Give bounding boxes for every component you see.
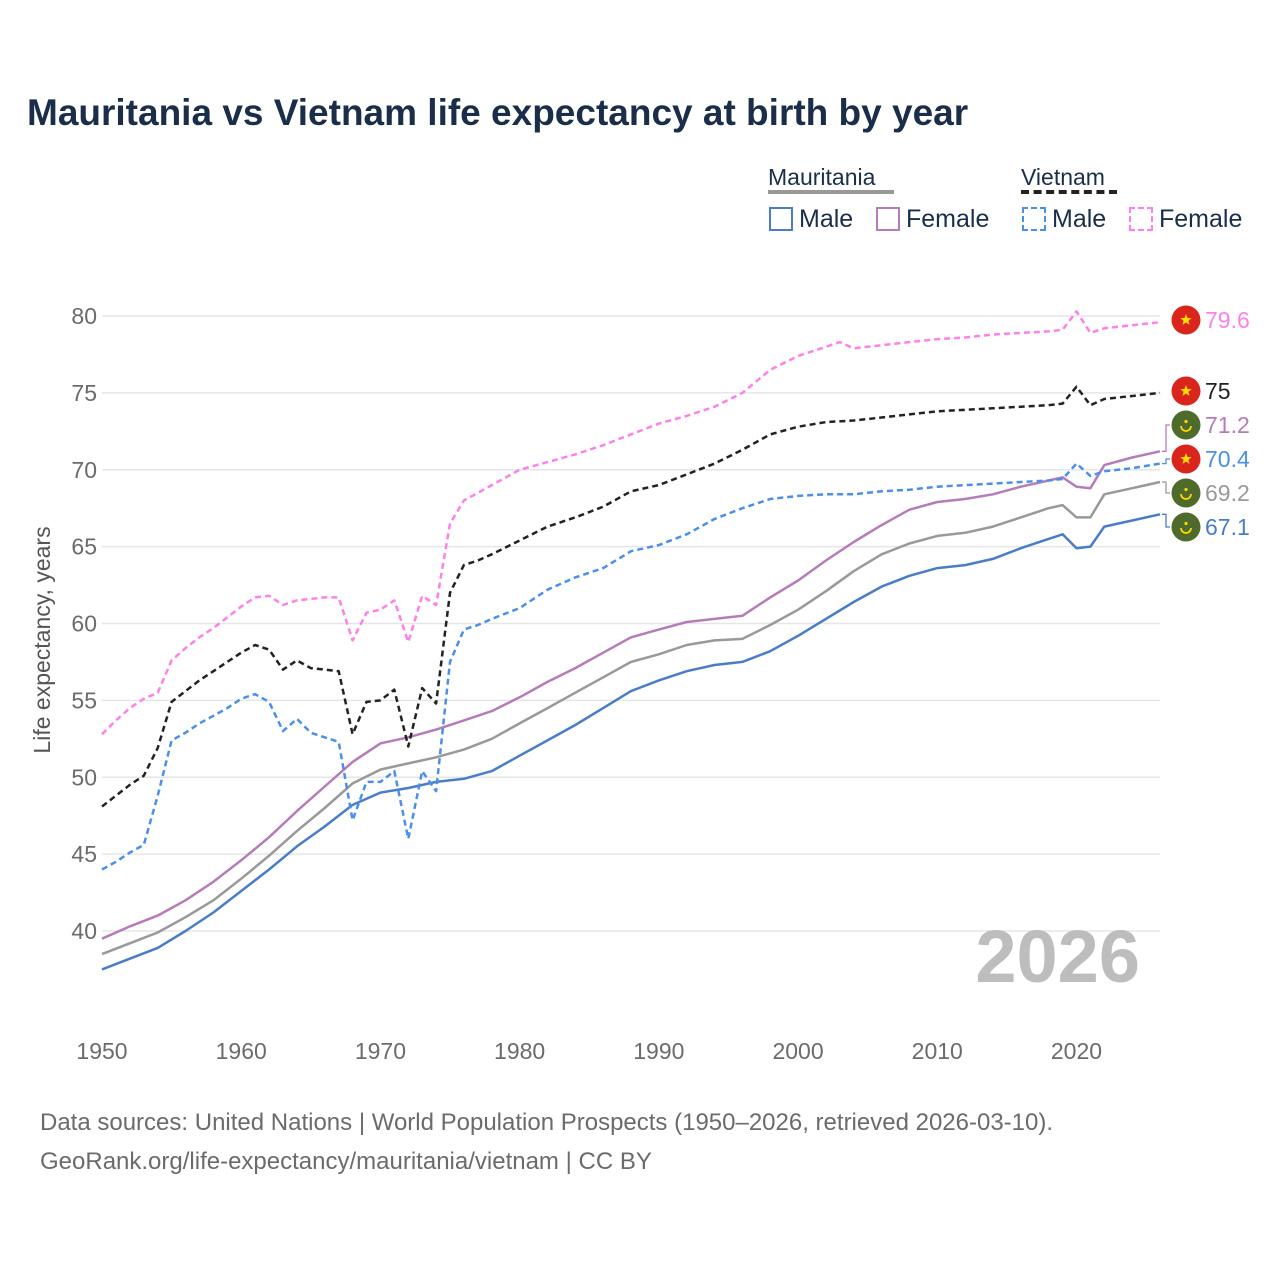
x-axis-ticks: 1950 1960 1970 1980 1990 2000 2010 2020 xyxy=(76,1038,1102,1064)
series-line-vietnam-male xyxy=(101,462,1161,871)
vietnam-flag-icon xyxy=(1171,444,1201,474)
x-tick-label-2000: 2000 xyxy=(772,1038,823,1064)
legend-vietnam-header: Vietnam xyxy=(1021,164,1105,191)
legend-vietnam-female-label: Female xyxy=(1159,205,1243,233)
end-label-mauritania-total: 69.2 xyxy=(1205,480,1250,506)
legend-vietnam-male-label: Male xyxy=(1052,205,1107,233)
y-tick-label-40: 40 xyxy=(71,918,97,944)
chart-title: Mauritania vs Vietnam life expectancy at… xyxy=(27,92,969,133)
y-tick-label-45: 45 xyxy=(71,841,97,867)
y-axis-label: Life expectancy, years xyxy=(29,526,55,753)
x-tick-label-2020: 2020 xyxy=(1051,1038,1102,1064)
end-labels: 69.2 71.2 67.1 75 79.6 70.4 xyxy=(1162,305,1250,542)
legend-mauritania-male-label: Male xyxy=(799,205,854,233)
y-tick-label-55: 55 xyxy=(71,687,97,713)
footer-link[interactable]: GeoRank.org/life-expectancy/mauritania/v… xyxy=(40,1148,652,1175)
y-tick-label-70: 70 xyxy=(71,457,97,483)
series-line-mauritania-male xyxy=(101,513,1161,971)
leader-line-vietnam-male xyxy=(1162,458,1170,465)
x-tick-label-1950: 1950 xyxy=(76,1038,127,1064)
y-tick-label-65: 65 xyxy=(71,534,97,560)
legend-vietnam-male-swatch xyxy=(1022,207,1046,231)
vietnam-flag-icon xyxy=(1171,305,1201,335)
leader-line-mauritania-male xyxy=(1162,513,1170,528)
legend-vietnam-female-swatch xyxy=(1129,207,1153,231)
end-label-vietnam-male: 70.4 xyxy=(1205,446,1250,472)
leader-line-mauritania-total xyxy=(1162,481,1170,494)
y-tick-label-80: 80 xyxy=(71,303,97,329)
x-tick-label-1980: 1980 xyxy=(494,1038,545,1064)
x-tick-label-1990: 1990 xyxy=(633,1038,684,1064)
series-line-mauritania-total xyxy=(101,480,1161,956)
mauritania-flag-icon xyxy=(1171,410,1201,440)
legend-vietnam-label: Vietnam xyxy=(1021,164,1105,190)
legend-mauritania-header: Mauritania xyxy=(768,164,875,191)
legend-vietnam-line xyxy=(1021,190,1117,194)
year-watermark: 2026 xyxy=(975,915,1140,998)
end-label-vietnam-total: 75 xyxy=(1205,378,1231,404)
legend-mauritania-label: Mauritania xyxy=(768,164,876,190)
legend-mauritania-line xyxy=(768,190,894,194)
series-line-mauritania-female xyxy=(101,450,1161,940)
legend-mauritania-female-label: Female xyxy=(906,205,990,233)
y-axis-ticks: 40 45 50 55 60 65 70 75 80 xyxy=(71,303,97,944)
leader-line-mauritania-female xyxy=(1162,424,1170,452)
end-label-vietnam-female: 79.6 xyxy=(1205,307,1250,333)
series-lines xyxy=(101,310,1161,971)
legend-mauritania-male-swatch xyxy=(769,207,793,231)
end-label-mauritania-female: 71.2 xyxy=(1205,412,1250,438)
y-tick-label-60: 60 xyxy=(71,611,97,637)
vietnam-flag-icon xyxy=(1171,376,1201,406)
footer: Data sources: United Nations | World Pop… xyxy=(40,1103,1053,1181)
mauritania-flag-icon xyxy=(1171,512,1201,542)
y-tick-label-50: 50 xyxy=(71,764,97,790)
grid xyxy=(102,315,1160,932)
footer-sources: Data sources: United Nations | World Pop… xyxy=(40,1109,1054,1136)
x-tick-label-1960: 1960 xyxy=(216,1038,267,1064)
legend-mauritania-female-swatch xyxy=(876,207,900,231)
end-label-mauritania-male: 67.1 xyxy=(1205,514,1250,540)
mauritania-flag-icon xyxy=(1171,478,1201,508)
x-tick-label-1970: 1970 xyxy=(355,1038,406,1064)
x-tick-label-2010: 2010 xyxy=(912,1038,963,1064)
y-tick-label-75: 75 xyxy=(71,380,97,406)
